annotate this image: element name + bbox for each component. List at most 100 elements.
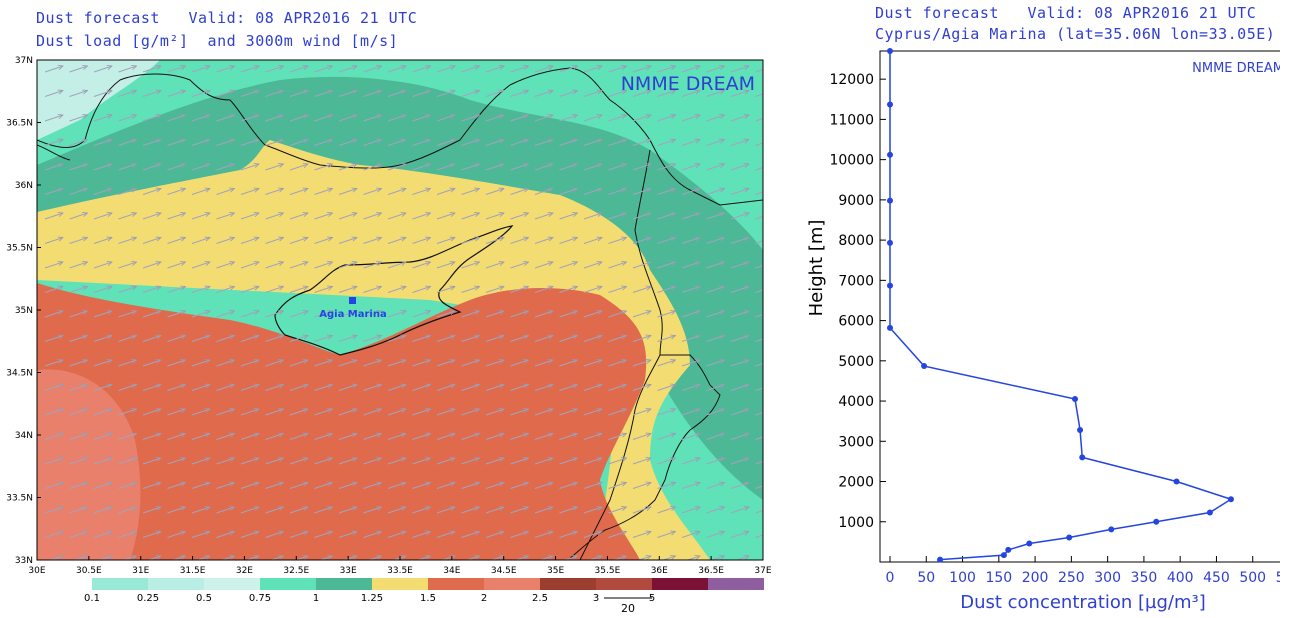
wind-arrow: [730, 409, 749, 416]
wind-arrow: [436, 458, 455, 465]
wind-arrow: [118, 189, 137, 196]
wind-arrow: [412, 238, 431, 245]
wind-arrow: [559, 507, 578, 514]
wind-arrow: [534, 164, 553, 171]
wind-arrow: [706, 385, 725, 392]
wind-arrow: [240, 66, 259, 73]
colorbar-swatch: [708, 578, 764, 590]
wind-arrow: [314, 238, 333, 245]
wind-arrow: [191, 91, 210, 98]
wind-arrow: [632, 189, 651, 196]
wind-arrow: [755, 191, 763, 196]
wind-arrow: [539, 556, 553, 560]
x-tick-label: 100: [949, 570, 976, 586]
wind-arrow: [412, 189, 431, 196]
wind-arrow: [240, 532, 259, 539]
wind-arrow: [534, 311, 553, 318]
wind-arrow: [265, 140, 284, 147]
wind-arrow: [265, 311, 284, 318]
wind-arrow: [69, 360, 88, 367]
wind-arrow: [44, 385, 63, 392]
wind-arrow: [632, 532, 651, 539]
wind-arrow: [216, 164, 235, 171]
wind-arrow: [363, 140, 382, 147]
wind-arrow: [338, 458, 357, 465]
wind-arrow: [755, 93, 763, 98]
wind-arrow: [118, 336, 137, 343]
dust-load-map: NMME DREAM Agia Marina 37N36.5N36N35.5N3…: [6, 56, 772, 615]
wind-arrow: [755, 215, 763, 220]
wind-arrow: [436, 409, 455, 416]
wind-arrow: [461, 164, 480, 171]
wind-arrow: [167, 262, 186, 269]
wind-arrow: [191, 66, 210, 73]
wind-arrow: [436, 115, 455, 122]
wind-arrow: [534, 385, 553, 392]
wind-arrow: [191, 115, 210, 122]
wind-arrow: [632, 311, 651, 318]
wind-arrow: [118, 434, 137, 441]
wind-arrow: [167, 164, 186, 171]
profile-point: [887, 282, 893, 289]
wind-arrow: [191, 434, 210, 441]
wind-arrow: [632, 238, 651, 245]
wind-arrow: [681, 311, 700, 318]
wind-arrow: [608, 91, 627, 98]
wind-arrow: [461, 507, 480, 514]
profile-point: [1173, 478, 1180, 485]
profile-point: [1077, 427, 1084, 434]
wind-arrow: [755, 240, 763, 245]
wind-arrow: [632, 360, 651, 367]
wind-arrow: [93, 483, 112, 490]
wind-arrow: [69, 66, 88, 73]
wind-arrow: [314, 434, 333, 441]
wind-arrow: [412, 385, 431, 392]
wind-arrow: [436, 262, 455, 269]
wind-arrow: [44, 507, 63, 514]
wind-arrow: [142, 115, 161, 122]
wind-arrow: [485, 238, 504, 245]
site-marker: [349, 297, 356, 304]
wind-arrow: [657, 507, 676, 514]
x-tick-label: 150: [985, 570, 1012, 586]
wind-arrow: [191, 360, 210, 367]
wind-arrow: [755, 313, 763, 318]
wind-arrow: [412, 213, 431, 220]
wind-arrow: [216, 336, 235, 343]
wind-arrow: [216, 189, 235, 196]
wind-arrow: [294, 556, 308, 560]
wind-arrow: [490, 556, 504, 560]
wind-arrow: [44, 262, 63, 269]
wind-arrow: [167, 409, 186, 416]
wind-arrow: [314, 164, 333, 171]
wind-arrow: [436, 311, 455, 318]
wind-arrow: [461, 91, 480, 98]
wind-arrow: [167, 507, 186, 514]
wind-arrow: [93, 532, 112, 539]
wind-arrow: [363, 483, 382, 490]
wind-arrow: [657, 164, 676, 171]
wind-arrow: [534, 115, 553, 122]
wind-arrow: [196, 556, 210, 560]
band-1.5: [37, 283, 647, 560]
wind-arrow: [118, 262, 137, 269]
wind-arrow: [216, 91, 235, 98]
profile-point: [1227, 496, 1234, 503]
wind-arrow: [265, 115, 284, 122]
wind-arrow: [436, 483, 455, 490]
wind-arrow: [338, 238, 357, 245]
wind-arrow: [755, 509, 763, 514]
wind-arrow: [93, 409, 112, 416]
wind-arrow: [755, 289, 763, 294]
wind-arrow: [706, 238, 725, 245]
wind-arrow: [608, 360, 627, 367]
wind-arrow: [632, 115, 651, 122]
wind-arrow: [681, 434, 700, 441]
wind-arrow: [632, 409, 651, 416]
colorbar-swatch: [652, 578, 708, 590]
wind-arrow: [559, 213, 578, 220]
wind-arrow: [632, 483, 651, 490]
wind-arrow: [706, 91, 725, 98]
lon-tick-label: 34E: [443, 566, 460, 576]
y-tick-label: 2000: [838, 475, 874, 491]
